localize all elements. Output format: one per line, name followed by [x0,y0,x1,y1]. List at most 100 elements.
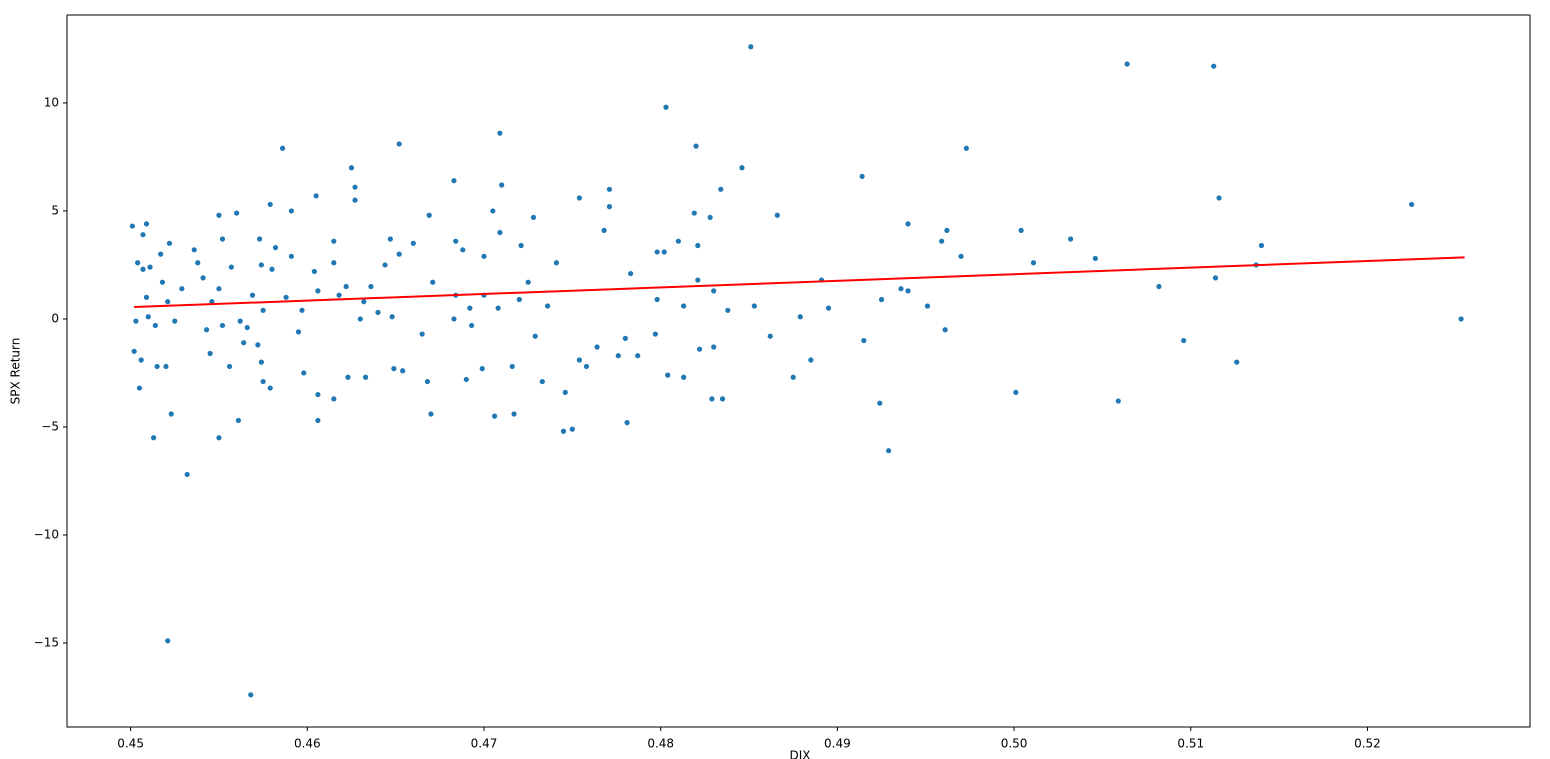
scatter-point [237,318,243,324]
scatter-point [219,322,226,329]
scatter-point [1211,63,1217,69]
scatter-point [958,253,964,259]
scatter-point [675,238,681,244]
scatter-point [1181,337,1187,344]
scatter-point [235,417,241,424]
scatter-point [665,372,671,378]
scatter-point [654,249,660,255]
scatter-point [451,316,457,322]
scatter-point [1092,255,1098,262]
scatter-point [209,299,215,305]
scatter-point [467,305,473,311]
x-tick-label: 0.50 [1001,737,1028,751]
scatter-point [530,214,537,221]
scatter-point [944,227,950,233]
fit-line [134,256,1465,309]
scatter-point [361,299,367,305]
scatter-point [166,240,173,246]
scatter-point [583,363,590,370]
x-tick-label: 0.48 [647,737,674,751]
plot-area [66,14,1531,728]
scatter-point [216,435,222,441]
scatter-point [226,363,233,370]
scatter-point [1458,316,1464,322]
scatter-point [797,314,803,320]
scatter-point [509,363,515,370]
scatter-point [375,309,381,316]
x-tick-label: 0.47 [471,737,498,751]
scatter-point [336,292,342,298]
scatter-point [615,353,621,359]
scatter-point [654,296,660,303]
scatter-point [389,314,395,320]
scatter-point [352,184,358,190]
scatter-point [709,396,715,402]
scatter-point [219,236,226,242]
scatter-point [165,299,171,305]
scatter-point [453,238,459,244]
scatter-point [269,266,275,272]
scatter-point [497,130,503,136]
scatter-point [898,286,904,292]
scatter-point [719,396,726,402]
scatter-point [774,212,780,218]
scatter-point [363,374,369,380]
scatter-point [200,275,206,281]
x-tick-label: 0.46 [294,737,321,751]
scatter-point [140,232,146,238]
scatter-point [739,165,745,171]
scatter-point [751,303,757,309]
scatter-point [195,260,201,266]
scatter-point [129,223,135,229]
scatter-point [624,420,630,426]
y-axis-label: SPX Return [9,338,23,405]
scatter-point [1068,236,1074,242]
x-tick-label: 0.45 [117,737,144,751]
scatter-point [924,303,931,309]
scatter-point [539,378,545,385]
x-tick-label: 0.51 [1177,737,1204,751]
x-tick-label: 0.49 [824,737,851,751]
scatter-point [1258,242,1265,249]
scatter-point [203,327,210,333]
scatter-point [260,378,266,385]
scatter-point [391,366,397,372]
scatter-point [1216,195,1222,201]
scatter-point [382,262,388,268]
scatter-point [622,335,628,341]
scatter-point [168,411,174,417]
scatter-point [877,400,883,406]
scatter-point [525,279,531,285]
scatter-point [244,324,250,331]
x-tick-label: 0.52 [1354,737,1381,751]
scatter-point [695,277,701,283]
scatter-point [352,197,358,203]
scatter-point [163,363,169,370]
scatter-point [693,143,699,149]
scatter-point [1018,227,1024,233]
scatter-point [516,296,522,303]
scatter-point [463,376,469,383]
scatter-point [1234,359,1240,365]
scatter-point [481,253,487,259]
scatter-point [886,448,892,454]
scatter-point [147,264,153,270]
scatter-point [143,221,150,227]
scatter-point [396,251,402,257]
scatter-point [1212,275,1219,281]
scatter-point [905,288,911,294]
scatter-point [315,417,321,424]
scatter-point [241,340,247,346]
scatter-point [711,344,717,350]
y-tick-label: −15 [34,635,59,649]
scatter-point [495,305,501,311]
scatter-point [299,307,305,313]
scatter-point [424,378,431,385]
scatter-point [234,210,240,216]
scatter-point [532,333,538,339]
scatter-point [695,242,701,249]
scatter-point [331,260,337,266]
scatter-point [216,212,222,218]
scatter-point [315,288,321,294]
